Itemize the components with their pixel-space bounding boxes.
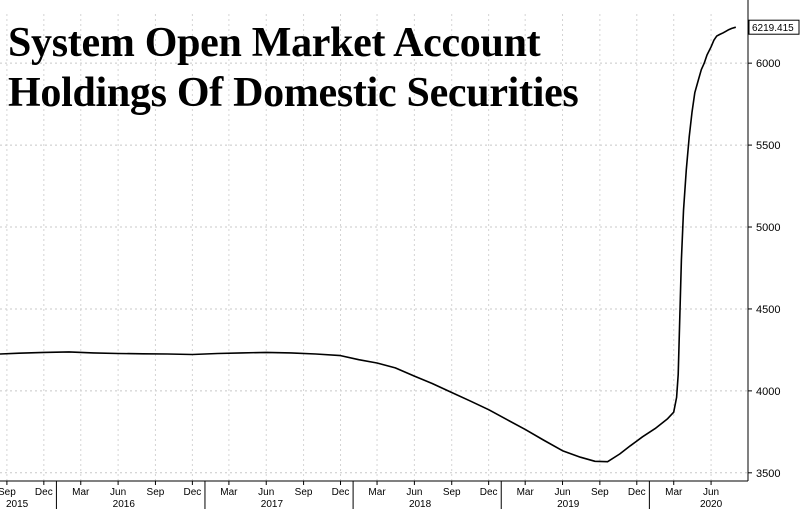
y-tick-label: 4000 (756, 386, 780, 398)
x-year-label: 2015 (6, 499, 29, 509)
x-tick-label: Dec (35, 487, 53, 498)
y-tick-label: 4500 (756, 304, 780, 316)
x-tick-label: Mar (517, 487, 535, 498)
x-tick-label: Dec (480, 487, 498, 498)
x-year-label: 2016 (113, 499, 136, 509)
x-tick-label: Sep (147, 487, 165, 498)
chart-title-line-2: Holdings Of Domestic Securities (8, 70, 579, 116)
x-tick-label: Sep (443, 487, 461, 498)
x-year-label: 2017 (261, 499, 284, 509)
chart-title-line-1: System Open Market Account (8, 20, 541, 66)
x-tick-label: Jun (406, 487, 422, 498)
x-tick-label: Jun (110, 487, 126, 498)
last-value-label: 6219.415 (752, 23, 794, 34)
x-tick-label: Mar (665, 487, 683, 498)
x-tick-label: Sep (591, 487, 609, 498)
y-tick-label: 5500 (756, 140, 780, 152)
x-year-label: 2020 (700, 499, 723, 509)
chart-title: System Open Market Account Holdings Of D… (8, 18, 579, 118)
x-tick-label: Sep (295, 487, 313, 498)
x-year-label: 2018 (409, 499, 432, 509)
y-tick-label: 3500 (756, 468, 780, 480)
x-tick-label: Jun (258, 487, 274, 498)
last-value-box (748, 19, 800, 35)
series-line (0, 26, 737, 463)
x-tick-label: Dec (183, 487, 201, 498)
x-tick-label: Jun (703, 487, 719, 498)
x-year-label: 2019 (557, 499, 580, 509)
x-tick-label: Jun (554, 487, 570, 498)
y-tick-label: 6000 (756, 58, 780, 70)
x-tick-label: Mar (72, 487, 90, 498)
x-tick-label: Sep (0, 487, 16, 498)
x-tick-label: Dec (628, 487, 646, 498)
x-tick-label: Dec (332, 487, 350, 498)
x-tick-label: Mar (368, 487, 386, 498)
x-tick-label: Mar (220, 487, 238, 498)
y-tick-label: 5000 (756, 222, 780, 234)
